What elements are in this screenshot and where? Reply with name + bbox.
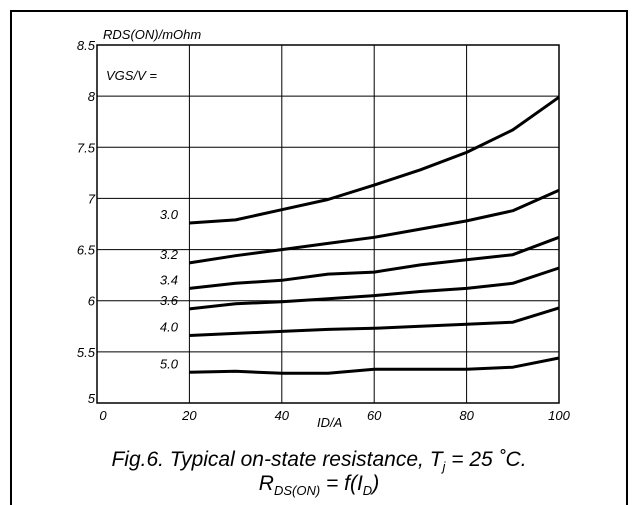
caption-line-2: RDS(ON) = f(ID) — [259, 472, 379, 498]
plot-border — [96, 44, 560, 404]
x-tick-label: 0 — [99, 408, 107, 423]
y-tick-label: 5 — [88, 391, 96, 406]
series-line — [189, 95, 560, 225]
series-label: 4.0 — [160, 319, 179, 334]
series-label: 3.6 — [160, 293, 179, 308]
y-tick-label: 6.5 — [77, 243, 96, 258]
y-tick-label: 7.5 — [77, 140, 96, 155]
series-line — [189, 306, 560, 337]
y-tick-label: 8.5 — [77, 38, 96, 53]
series-label: 3.4 — [160, 272, 178, 287]
caption-line-1: Fig.6. Typical on-state resistance, Tj =… — [111, 448, 526, 474]
y-axis-label: RDS(ON)/mOhm — [103, 27, 201, 42]
x-tick-label: 40 — [275, 408, 290, 423]
x-tick-label: 80 — [459, 408, 474, 423]
x-tick-label: 20 — [181, 408, 197, 423]
series-line — [189, 235, 560, 290]
y-tick-label: 6 — [88, 294, 96, 309]
series-label: 3.0 — [160, 207, 179, 222]
plot-area: 0 20 40 60 80 100 5 5.5 6 6.5 7 7.5 8 8.5 3.0 3.2 3.4 3.6… — [77, 38, 571, 423]
outer-border — [10, 10, 628, 505]
series-line — [189, 266, 560, 311]
x-tick-label: 100 — [548, 408, 570, 423]
series-line — [189, 356, 560, 375]
x-tick-label: 60 — [367, 408, 382, 423]
y-tick-label: 8 — [88, 89, 96, 104]
x-axis-label: ID/A — [317, 415, 342, 430]
y-tick-label: 7 — [88, 191, 96, 206]
series-label: 5.0 — [160, 356, 179, 371]
series-line — [189, 188, 560, 265]
y-tick-label: 5.5 — [77, 345, 96, 360]
series-label: 3.2 — [160, 247, 179, 262]
legend-title: VGS/V = — [106, 68, 157, 83]
